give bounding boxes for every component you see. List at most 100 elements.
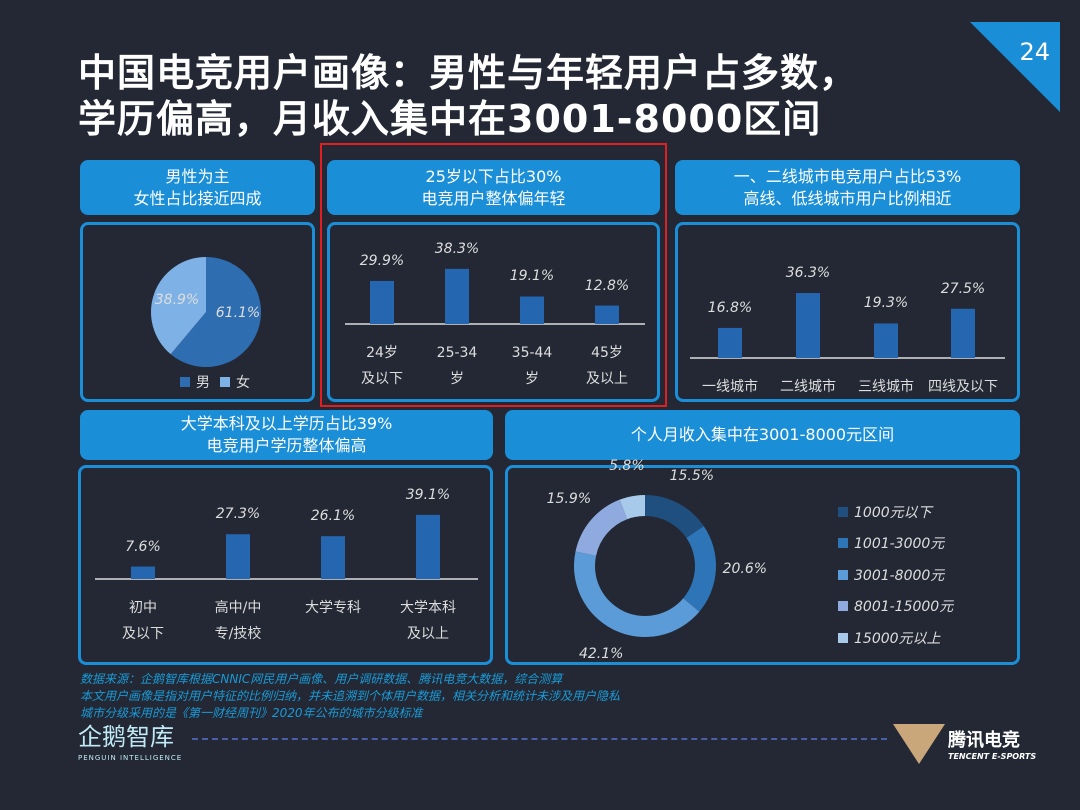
divider-line	[192, 738, 887, 740]
category-label: 四线及以下	[913, 374, 1013, 400]
city-panel	[675, 222, 1020, 402]
legend-swatch-female	[220, 377, 230, 387]
category-line: 高中/中	[214, 600, 262, 616]
legend-swatch-male	[180, 377, 190, 387]
city-header-line2: 高线、低线城市用户比例相近	[743, 188, 952, 208]
data-label: 19.1%	[509, 268, 555, 285]
category-line: 三线城市	[858, 379, 914, 395]
data-label: 39.1%	[405, 486, 451, 503]
category-label: 35-44 岁	[482, 340, 582, 392]
bar	[370, 280, 394, 324]
footnote: 本文用户画像是指对用户特征的比例归纳，并未追溯到个体用户数据，相关分析和统计未涉…	[80, 689, 621, 703]
gender-header-line2: 女性占比接近四成	[133, 188, 262, 208]
category-label: 24岁及以下	[332, 340, 432, 392]
legend-swatch	[838, 506, 848, 517]
data-label: 38.3%	[434, 240, 480, 257]
bar	[796, 293, 820, 358]
tencent-esports-v-icon	[893, 724, 945, 764]
category-line: 岁	[450, 371, 464, 387]
legend-label: 15000元以上	[854, 630, 941, 647]
legend-swatch	[838, 569, 848, 580]
legend-label: 1001-3000元	[854, 536, 945, 553]
bar	[321, 536, 345, 579]
page-number: 24	[1019, 38, 1050, 66]
city-header-line1: 一、二线城市电竞用户占比53%	[733, 166, 962, 186]
bar	[595, 305, 619, 324]
income-panel	[505, 465, 1020, 665]
data-label: 7.6%	[125, 538, 161, 555]
bar	[416, 514, 440, 579]
bar	[226, 534, 250, 579]
income-legend-item: 1000元以下	[838, 496, 953, 528]
category-label: 初中 及以下	[93, 595, 193, 647]
data-label: 12.8%	[584, 277, 630, 294]
bar	[718, 327, 742, 358]
category-line: 大学专科	[305, 600, 361, 616]
income-header: 个人月收入集中在3001-8000元区间	[505, 410, 1020, 460]
bar	[951, 308, 975, 358]
data-label: 27.3%	[215, 506, 261, 523]
category-label: 一线城市	[680, 374, 780, 400]
slice-label: 15.9%	[546, 491, 592, 508]
legend-swatch	[838, 601, 848, 612]
slice	[574, 551, 700, 637]
bar	[520, 296, 544, 324]
data-label: 19.3%	[863, 295, 909, 312]
category-line: 一线城市	[702, 379, 758, 395]
category-line: 及以上	[407, 626, 449, 642]
category-label: 二线城市	[758, 374, 858, 400]
legend-swatch	[838, 632, 848, 643]
legend-label: 1000元以下	[854, 504, 932, 521]
age-header: 25岁以下占比30% 电竞用户整体偏年轻	[327, 160, 660, 215]
highlight-box	[320, 143, 667, 407]
category-line: 四线及以下	[928, 379, 998, 395]
category-line: 35-44	[511, 345, 553, 361]
edu-header-line1: 大学本科及以上学历占比39%	[180, 414, 393, 433]
logo-text: 腾讯电竞	[948, 730, 1020, 751]
legend-label: 8001-15000元	[854, 599, 954, 616]
category-label: 45岁 及以上	[557, 340, 657, 392]
slice-label: 61.1%	[215, 305, 261, 321]
slice	[619, 495, 645, 520]
category-label: 25-34 岁	[407, 340, 507, 392]
category-label: 高中/中 专/技校	[188, 595, 288, 647]
income-legend-item: 15000元以上	[838, 622, 953, 654]
title-line-2: 学历偏高，月收入集中在3001-8000区间	[78, 97, 822, 141]
edu-panel	[78, 465, 493, 665]
data-label: 16.8%	[707, 299, 753, 316]
gender-panel	[80, 222, 315, 402]
gender-header-line1: 男性为主	[165, 166, 230, 186]
gender-header: 男性为主 女性占比接近四成	[80, 160, 315, 215]
category-line: 及以下	[122, 626, 164, 642]
bar	[131, 566, 155, 579]
logo-text: 企鹅智库	[78, 723, 174, 751]
page-corner-triangle	[970, 22, 1060, 112]
slice-label: 5.8%	[609, 457, 645, 474]
page-title: 中国电竞用户画像：男性与年轻用户占多数， 学历偏高，月收入集中在3001-800…	[78, 50, 858, 142]
category-line: 24岁	[366, 345, 398, 361]
footnote: 城市分级采用的是《第一财经周刊》2020年公布的城市分级标准	[80, 706, 423, 720]
data-label: 27.5%	[940, 280, 986, 297]
slice-label: 38.9%	[154, 292, 200, 308]
edu-header: 大学本科及以上学历占比39% 电竞用户学历整体偏高	[80, 410, 493, 460]
legend-label-female: 女	[236, 375, 250, 391]
city-header: 一、二线城市电竞用户占比53% 高线、低线城市用户比例相近	[675, 160, 1020, 215]
category-line: 大学本科	[400, 600, 456, 616]
logo-subtext: TENCENT E-SPORTS	[948, 752, 1037, 761]
logo-subtext: PENGUIN INTELLIGENCE	[78, 754, 183, 762]
slice-label: 42.1%	[578, 645, 624, 662]
category-line: 初中	[129, 600, 157, 616]
income-legend-item: 3001-8000元	[838, 559, 953, 591]
slice	[170, 257, 261, 367]
data-label: 26.1%	[310, 508, 356, 525]
category-line: 岁	[525, 371, 539, 387]
data-label: 29.9%	[359, 252, 405, 269]
category-line: 及以下	[361, 371, 403, 387]
income-legend-item: 8001-15000元	[838, 591, 953, 623]
slice	[151, 257, 206, 355]
data-label: 36.3%	[785, 265, 831, 282]
legend-label: 3001-8000元	[854, 567, 945, 584]
slice	[683, 526, 716, 612]
category-label: 大学专科	[283, 595, 383, 621]
